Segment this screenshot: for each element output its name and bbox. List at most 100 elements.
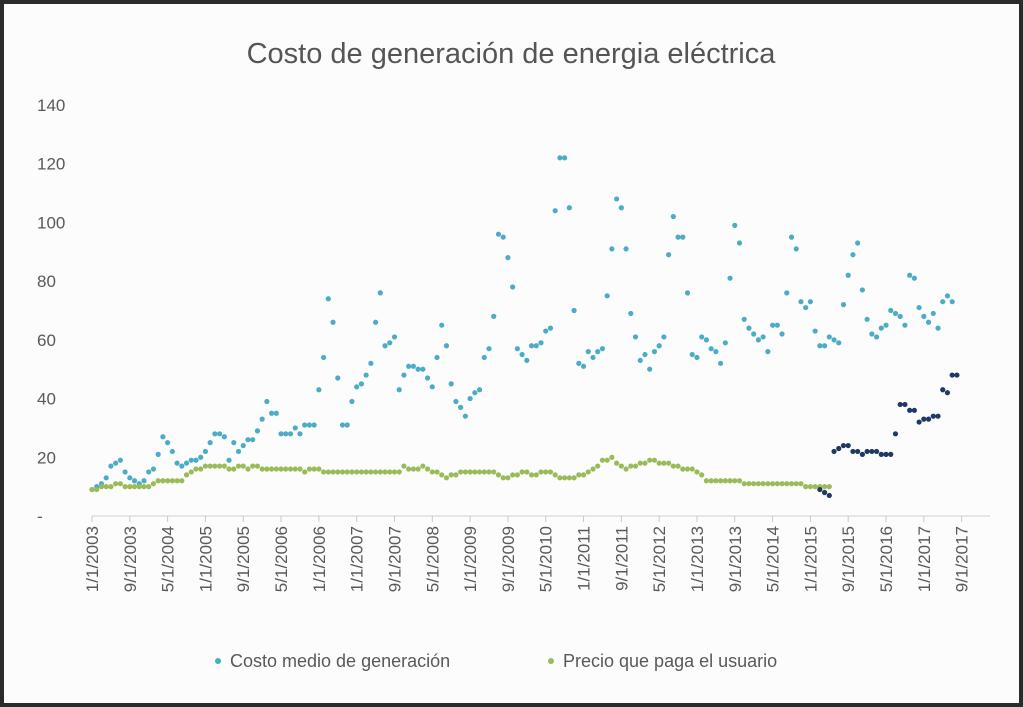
- cost-point: [930, 310, 936, 317]
- price-point: [557, 475, 563, 481]
- price-point: [755, 481, 762, 487]
- price-point: [699, 472, 705, 478]
- price-point: [713, 478, 719, 484]
- price-point: [599, 457, 606, 463]
- price-point: [146, 484, 152, 490]
- price-point: [585, 469, 591, 475]
- x-tick-label: 1/1/2006: [310, 526, 329, 592]
- price-point: [675, 463, 681, 469]
- cost-point: [845, 272, 851, 278]
- y-tick-label: -: [37, 507, 43, 526]
- cost-point: [935, 325, 941, 331]
- cost-point: [325, 296, 331, 302]
- price-point: [183, 472, 190, 478]
- price-point: [141, 484, 147, 490]
- cost-point: [656, 343, 662, 349]
- x-tick-label: 1/1/2005: [196, 526, 215, 592]
- price-point: [415, 466, 421, 472]
- cost-point: [557, 155, 563, 161]
- price-point: [623, 466, 629, 472]
- price-point: [476, 469, 483, 475]
- price-point: [240, 463, 246, 469]
- cost-point: [415, 366, 421, 372]
- cost-point: [335, 375, 341, 381]
- cost-point: [675, 234, 681, 240]
- price-point: [576, 472, 582, 478]
- cost-point: [528, 343, 535, 349]
- price-point: [481, 469, 487, 475]
- cost-point: [264, 398, 270, 405]
- price-point: [486, 469, 492, 475]
- legend-label-cost: Costo medio de generación: [230, 651, 450, 671]
- cost-point: [812, 328, 818, 334]
- cost-point: [368, 360, 374, 366]
- price-point: [401, 463, 407, 469]
- cost-point: [755, 337, 762, 343]
- cost-point: [406, 363, 412, 369]
- cost-point: [269, 410, 275, 416]
- recent-cost-point: [940, 387, 946, 393]
- price-point: [297, 466, 303, 472]
- cost-point: [377, 290, 383, 296]
- chart-svg: Costo de generación de energia eléctrica…: [37, 38, 990, 671]
- cost-point: [580, 363, 587, 369]
- cost-point: [108, 463, 114, 469]
- cost-point: [448, 381, 454, 387]
- price-point: [732, 478, 738, 484]
- cost-point: [500, 234, 506, 240]
- price-point: [580, 472, 587, 478]
- cost-point: [566, 205, 572, 211]
- cost-point: [302, 422, 308, 428]
- price-point: [524, 469, 530, 475]
- cost-point: [571, 307, 577, 314]
- cost-point: [117, 457, 123, 463]
- cost-point: [727, 275, 733, 281]
- cost-point: [188, 457, 194, 463]
- cost-point: [514, 346, 520, 352]
- price-point: [595, 463, 601, 469]
- price-point: [231, 466, 237, 472]
- cost-point: [292, 425, 298, 431]
- price-point: [302, 469, 308, 475]
- price-point: [155, 478, 161, 484]
- price-point: [165, 478, 171, 484]
- cost-point: [703, 337, 710, 343]
- cost-point: [873, 334, 880, 340]
- price-point: [694, 469, 700, 475]
- cost-point: [467, 395, 473, 402]
- cost-point: [949, 299, 955, 305]
- price-point: [245, 466, 251, 472]
- cost-point: [642, 351, 648, 358]
- x-tick-label: 5/1/2016: [877, 526, 896, 592]
- cost-point: [632, 334, 639, 340]
- cost-point: [765, 349, 771, 355]
- price-point: [113, 481, 119, 487]
- x-tick-label: 9/1/2009: [499, 526, 518, 592]
- cost-point: [250, 437, 256, 443]
- cost-point: [708, 346, 714, 352]
- price-point: [519, 469, 525, 475]
- price-point: [651, 457, 658, 463]
- cost-point: [122, 469, 128, 475]
- x-tick-label: 9/1/2013: [726, 526, 745, 592]
- price-point: [765, 481, 771, 487]
- price-point: [760, 481, 766, 487]
- price-point: [472, 469, 478, 475]
- recent-cost-point: [855, 448, 861, 455]
- cost-point: [944, 293, 951, 299]
- x-tick-label: 5/1/2006: [272, 526, 291, 592]
- recent-cost-point: [925, 416, 932, 422]
- recent-cost-point: [817, 486, 823, 493]
- price-point: [226, 466, 232, 472]
- cost-point: [897, 313, 903, 319]
- price-point: [458, 469, 464, 475]
- cost-point: [859, 287, 865, 293]
- price-point: [150, 481, 157, 487]
- price-point: [207, 463, 213, 469]
- cost-point: [547, 325, 554, 331]
- cost-point: [793, 246, 799, 252]
- price-point: [684, 466, 691, 472]
- price-point: [443, 475, 450, 481]
- cost-point: [113, 460, 119, 466]
- x-tick-label: 1/1/2007: [348, 526, 367, 592]
